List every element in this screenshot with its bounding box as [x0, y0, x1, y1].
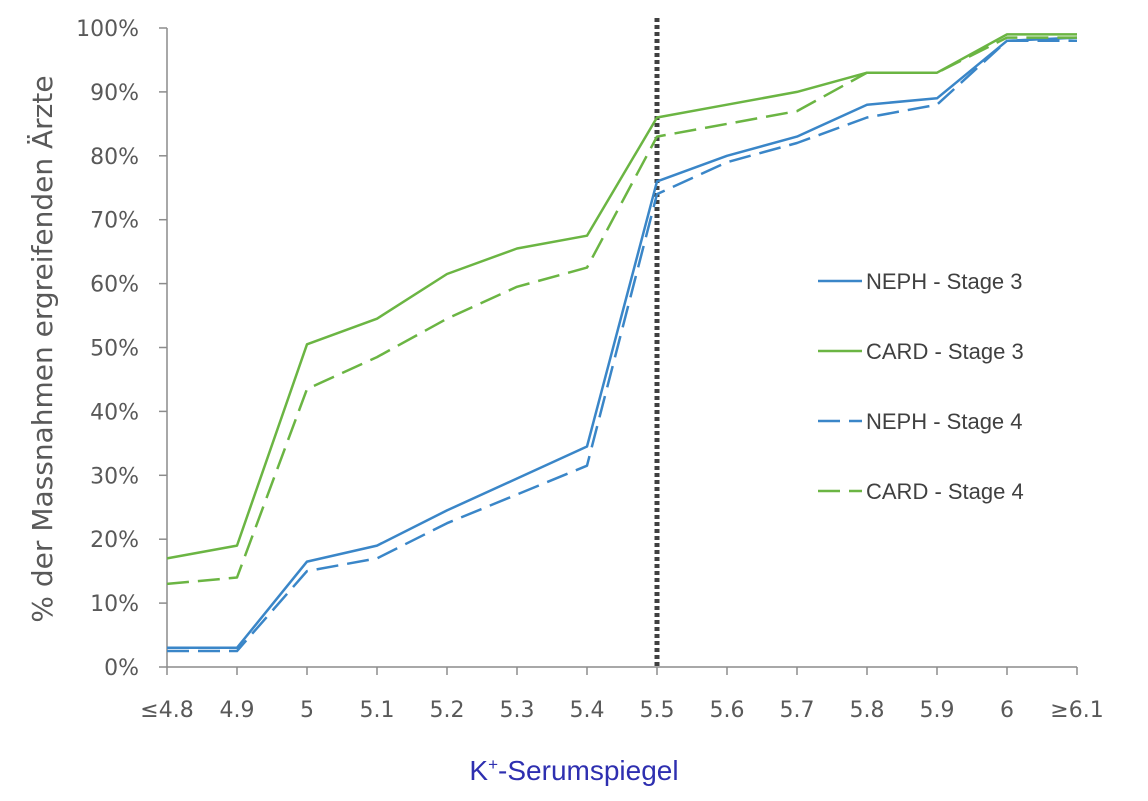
y-tick-label: 60%: [90, 273, 139, 298]
x-axis-title-suffix: -Serumspiegel: [498, 755, 679, 786]
y-tick-label: 70%: [90, 209, 139, 234]
series-layer: [166, 33, 1078, 653]
x-tick-label: 5.9: [920, 698, 955, 723]
y-tick-label: 100%: [76, 17, 139, 42]
legend-label: NEPH - Stage 4: [866, 409, 1023, 434]
axes: 0% 10% 20% 30% 40% 50% 60% 70% 80% 90% 100% ≤4.8 4.9…: [76, 17, 1104, 723]
y-tick-label: 20%: [90, 528, 139, 553]
series-line-1: [167, 36, 1078, 650]
x-tick-label: 6: [1000, 698, 1014, 723]
y-tick-label: 50%: [90, 337, 139, 362]
x-axis-title-sup: +: [488, 755, 499, 774]
y-tick-label: 40%: [90, 400, 139, 425]
x-tick-label: 5.3: [500, 698, 535, 723]
legend-label: NEPH - Stage 3: [866, 269, 1023, 294]
x-tick-label: ≥6.1: [1050, 698, 1103, 723]
x-axis-title-prefix: K: [469, 755, 489, 786]
x-tick-label: 5: [300, 698, 314, 723]
legend-label: CARD - Stage 4: [866, 479, 1024, 504]
x-tick-label: 5.6: [710, 698, 745, 723]
x-axis-title: K+-Serumspiegel: [0, 755, 1148, 787]
x-tick-label: ≤4.8: [140, 698, 193, 723]
y-tick-label: 90%: [90, 81, 139, 106]
y-tick-label: 0%: [104, 656, 139, 681]
legend-label: CARD - Stage 3: [866, 339, 1024, 364]
series-line-3: [167, 39, 1077, 653]
y-tick-label: 80%: [90, 145, 139, 170]
legend: NEPH - Stage 3 CARD - Stage 3 NEPH - Stage…: [818, 269, 1024, 504]
x-tick-label: 4.9: [220, 698, 255, 723]
y-tick-label: 30%: [90, 464, 139, 489]
y-axis-title: % der Massnahmen ergreifenden Ärzte: [26, 75, 59, 622]
x-tick-label: 5.2: [430, 698, 465, 723]
x-tick-label: 5.8: [850, 698, 885, 723]
x-tick-label: 5.7: [780, 698, 815, 723]
x-tick-label: 5.4: [570, 698, 605, 723]
series-line-4: [166, 36, 1077, 586]
y-tick-label: 10%: [90, 592, 139, 617]
x-tick-label: 5.1: [360, 698, 395, 723]
x-tick-label: 5.5: [640, 698, 675, 723]
